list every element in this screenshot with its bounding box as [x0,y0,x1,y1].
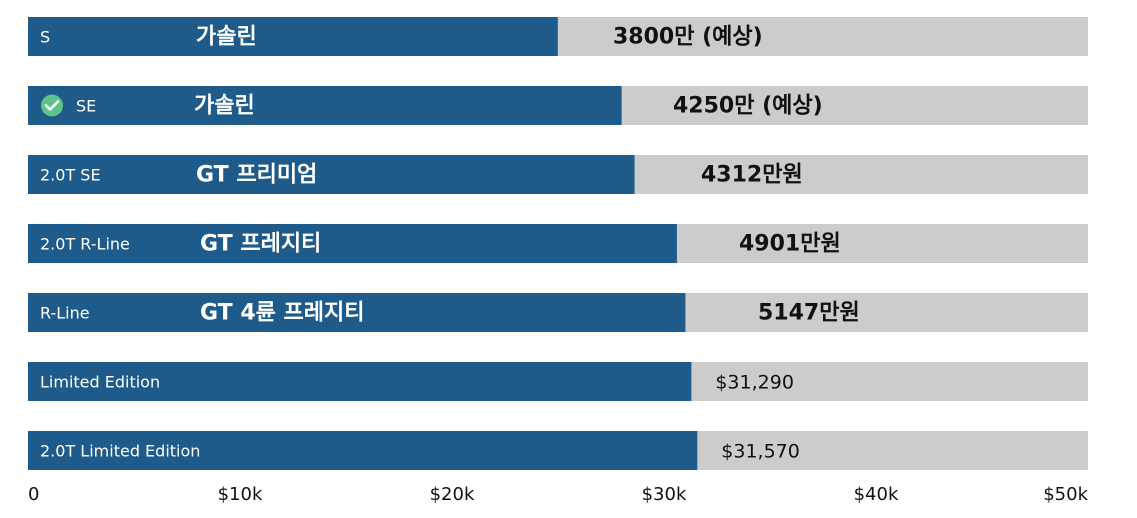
value-label: 3800만 (예상) [613,25,763,50]
check-mark [44,100,60,111]
bar-row: SE 가솔린 4250만 (예상) [28,86,1088,125]
bar [28,86,622,125]
trim-label: Limited Edition [40,373,160,392]
value-label: $31,570 [721,441,800,463]
x-tick-label: $20k [430,484,475,505]
bar [28,362,692,401]
fuel-trim-label: 가솔린 [194,94,255,119]
trim-label: 2.0T SE [40,166,101,185]
check-circle-icon [41,94,63,117]
value-label: 4312만원 [701,163,803,188]
fuel-trim-label: GT 4륜 프레지티 [200,301,365,326]
value-label: 5147만원 [758,301,860,326]
bar [28,155,635,194]
bar-row: 2.0T Limited Edition $31,570 [28,431,1088,470]
bar [28,293,686,332]
bar-row: Limited Edition $31,290 [28,362,1088,401]
fuel-trim-label: 가솔린 [196,25,257,50]
bar-row: 2.0T SE GT 프리미엄 4312만원 [28,155,1088,194]
check-circle [41,94,63,117]
bar-row: S 가솔린 3800만 (예상) [28,17,1088,56]
bar [28,431,698,470]
trim-label: R-Line [40,304,90,323]
bar [28,224,677,263]
fuel-trim-label: GT 프리미엄 [196,163,317,188]
value-label: $31,290 [715,372,794,394]
trim-label: S [40,28,50,47]
x-tick-label: $10k [218,484,263,505]
bar [28,17,558,56]
value-label: 4250만 (예상) [673,94,823,119]
trim-label: SE [76,97,96,116]
trim-label: 2.0T R-Line [40,235,130,254]
x-tick-label: 0 [28,484,39,505]
x-tick-label: $40k [854,484,899,505]
x-tick-label: $50k [1043,484,1088,505]
bar-row: 2.0T R-Line GT 프레지티 4901만원 [28,224,1088,263]
x-tick-label: $30k [642,484,687,505]
fuel-trim-label: GT 프레지티 [200,232,321,257]
value-label: 4901만원 [739,232,841,257]
trim-label: 2.0T Limited Edition [40,442,200,461]
bar-row: R-Line GT 4륜 프레지티 5147만원 [28,293,1088,332]
